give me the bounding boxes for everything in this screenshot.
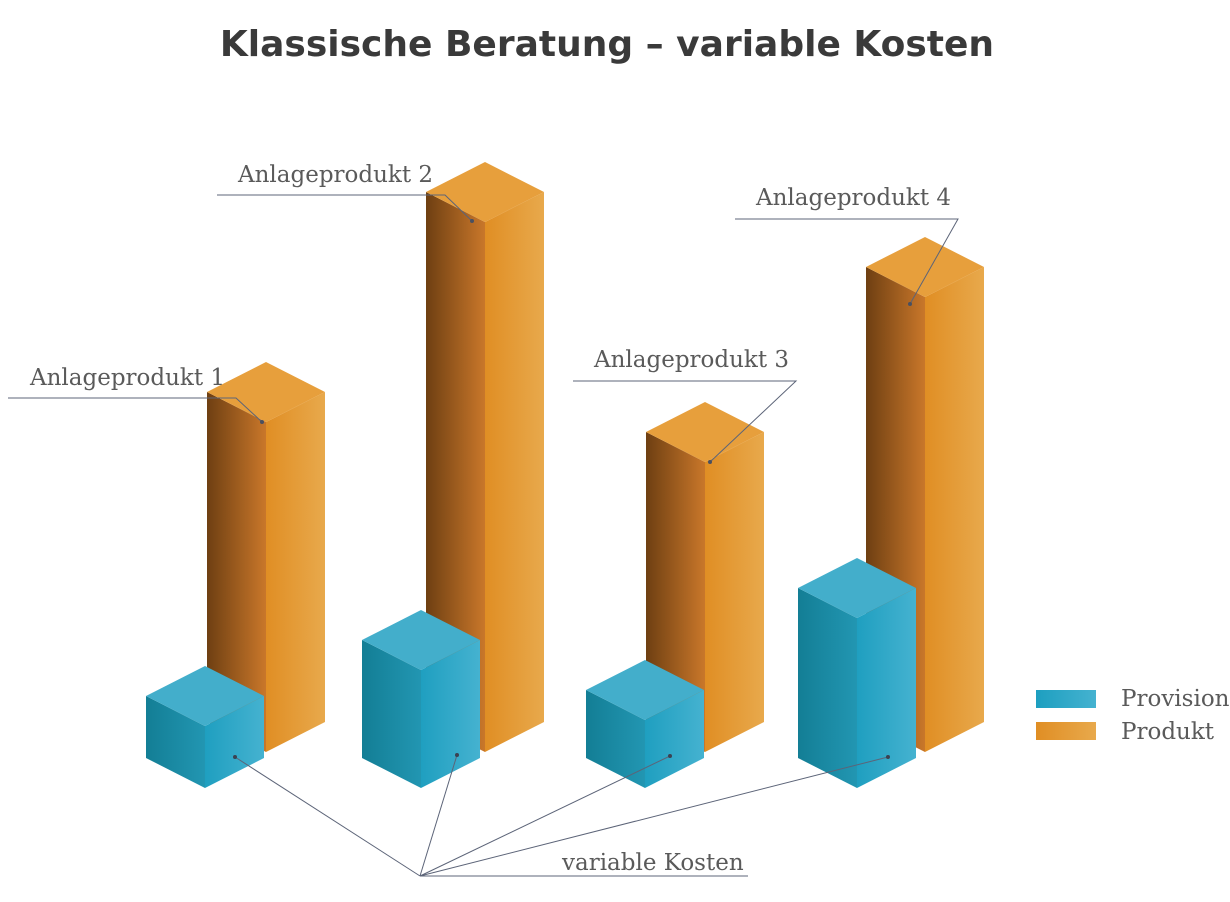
bar-provision-4-right-face (857, 588, 916, 788)
bar-produkt-4-top-face (866, 237, 984, 297)
leader-dot-category-4 (908, 302, 912, 306)
bar-produkt-2-right-face (485, 192, 544, 752)
leader-line-category-3 (573, 380, 798, 463)
legend-swatch-provision (1036, 690, 1096, 708)
annotation-dot-3 (668, 754, 672, 758)
bar-provision-3 (586, 660, 704, 788)
annotation-line-4 (419, 756, 889, 877)
bar-provision-1-top-face (146, 666, 264, 726)
bar-produkt-4-right-face (925, 267, 984, 752)
bar-provision-3-right-face (645, 690, 704, 788)
bar-provision-2 (362, 610, 480, 788)
category-label-1: Anlageprodukt 1 (29, 365, 225, 391)
bar-provision-1-right-face (205, 696, 264, 788)
bar-provision-4-top-face (798, 558, 916, 618)
leader-line-category-1 (8, 397, 263, 423)
bar-produkt-1-right-face (266, 392, 325, 752)
bar-produkt-1 (207, 362, 325, 752)
legend-swatch-produkt (1036, 722, 1096, 740)
bar-provision-2-right-face (421, 640, 480, 788)
category-label-2: Anlageprodukt 2 (237, 162, 433, 188)
annotation-dot-4 (886, 755, 890, 759)
bar-provision-4-left-face (798, 588, 857, 788)
legend: Provision Produkt (1036, 686, 1230, 745)
leader-dot-category-1 (260, 420, 264, 424)
bar-provision-4 (798, 558, 916, 788)
leader-lines (8, 194, 959, 877)
bar-provision-2-left-face (362, 640, 421, 788)
bar-produkt-3-right-face (705, 432, 764, 752)
bars-group (146, 162, 984, 788)
annotation-variable-kosten: variable Kosten (561, 850, 744, 876)
bar-produkt-1-top-face (207, 362, 325, 422)
category-label-4: Anlageprodukt 4 (755, 185, 951, 211)
bar-produkt-2-top-face (426, 162, 544, 222)
leader-dot-category-2 (470, 219, 474, 223)
bar-provision-1-left-face (146, 696, 205, 788)
leader-dot-category-3 (708, 460, 712, 464)
bar-produkt-2 (426, 162, 544, 752)
bar-provision-3-left-face (586, 690, 645, 788)
bar-provision-3-top-face (586, 660, 704, 720)
annotation-line-1 (234, 756, 421, 877)
chart-title: Klassische Beratung – variable Kosten (220, 24, 994, 65)
annotation-line-3 (419, 755, 671, 877)
bar-produkt-3-top-face (646, 402, 764, 462)
legend-label-produkt: Produkt (1121, 719, 1215, 745)
category-labels: Anlageprodukt 1 Anlageprodukt 2 Anlageprod… (29, 162, 951, 391)
annotation-line-2 (419, 754, 458, 877)
bar-produkt-2-left-face (426, 192, 485, 752)
leader-line-category-4 (735, 218, 959, 305)
legend-label-provision: Provision (1121, 686, 1230, 712)
annotation-dot-1 (233, 755, 237, 759)
annotation-dot-2 (455, 753, 459, 757)
bar-provision-1 (146, 666, 264, 788)
bar-provision-2-top-face (362, 610, 480, 670)
bar-produkt-1-left-face (207, 392, 266, 752)
category-label-3: Anlageprodukt 3 (593, 347, 789, 373)
leader-line-category-2 (217, 194, 473, 222)
